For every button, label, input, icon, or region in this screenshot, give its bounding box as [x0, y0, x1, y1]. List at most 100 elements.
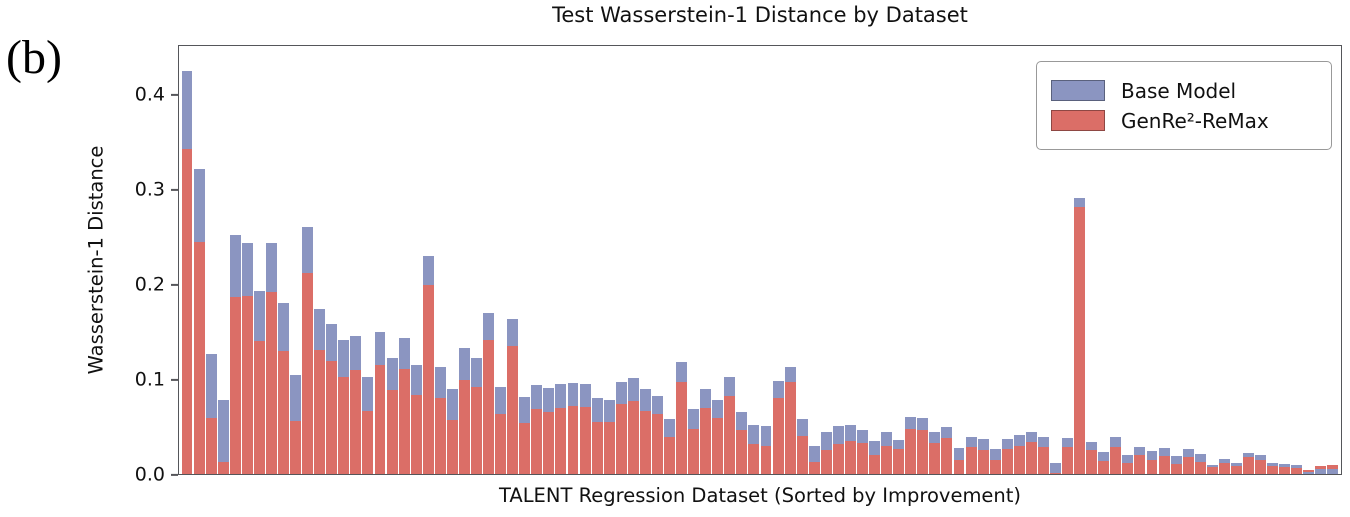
bar-genre-remax	[712, 417, 724, 474]
bar-genre-remax	[567, 405, 579, 474]
legend-label: Base Model	[1121, 78, 1237, 103]
y-tick-label: 0.0	[134, 463, 165, 486]
bar-genre-remax	[603, 421, 615, 474]
y-tick-mark	[171, 379, 178, 381]
legend-item: Base Model	[1051, 80, 1317, 101]
bar-genre-remax	[1074, 207, 1086, 474]
bar-genre-remax	[1001, 449, 1013, 474]
bar-genre-remax	[651, 414, 663, 474]
bar-genre-remax	[1134, 455, 1146, 474]
bar-base-model	[1327, 469, 1339, 474]
bar-genre-remax	[615, 403, 627, 474]
bar-base-model	[1303, 472, 1315, 474]
bar-genre-remax	[917, 430, 929, 474]
bar-genre-remax	[989, 459, 1001, 474]
bar-genre-remax	[977, 450, 989, 474]
bar-genre-remax	[820, 450, 832, 474]
bar-genre-remax	[1158, 455, 1170, 474]
bar-genre-remax	[1267, 466, 1279, 474]
bar-genre-remax	[627, 400, 639, 474]
bar-genre-remax	[881, 445, 893, 474]
bar-genre-remax	[579, 406, 591, 474]
bar-base-model	[205, 354, 217, 474]
bar-genre-remax	[495, 414, 507, 474]
bar-genre-remax	[241, 296, 253, 474]
bar-genre-remax	[410, 395, 422, 474]
legend-item: GenRe²-ReMax	[1051, 110, 1317, 131]
bar-genre-remax	[760, 445, 772, 474]
bar-genre-remax	[507, 345, 519, 474]
bar-genre-remax	[338, 377, 350, 474]
bar-genre-remax	[1206, 467, 1218, 474]
bar-genre-remax	[434, 398, 446, 474]
bar-genre-remax	[1303, 470, 1315, 474]
bar-genre-remax	[519, 422, 531, 474]
bar-genre-remax	[953, 459, 965, 474]
bar-genre-remax	[1037, 447, 1049, 474]
bar-genre-remax	[483, 340, 495, 474]
bar-genre-remax	[1110, 447, 1122, 474]
bar-genre-remax	[458, 379, 470, 474]
bar-genre-remax	[398, 368, 410, 474]
bar-genre-remax	[181, 149, 193, 474]
y-tick-label: 0.1	[134, 368, 165, 391]
bar-genre-remax	[784, 381, 796, 474]
bar-genre-remax	[639, 411, 651, 474]
bar-genre-remax	[1194, 461, 1206, 474]
bar-genre-remax	[591, 421, 603, 474]
bar-base-model	[1050, 462, 1061, 474]
bar-genre-remax	[253, 341, 265, 474]
bar-genre-remax	[531, 409, 543, 474]
bar-genre-remax	[724, 396, 736, 474]
bar-genre-remax	[857, 442, 868, 474]
bar-genre-remax	[1291, 468, 1303, 474]
bar-genre-remax	[808, 461, 820, 474]
bar-genre-remax	[217, 461, 229, 474]
bar-genre-remax	[1062, 447, 1074, 474]
bar-genre-remax	[869, 455, 881, 474]
bar-genre-remax	[929, 442, 941, 474]
bar-genre-remax	[736, 430, 748, 474]
bar-genre-remax	[362, 411, 374, 474]
bar-genre-remax	[1230, 466, 1242, 474]
y-tick-label: 0.2	[134, 273, 165, 296]
bar-genre-remax	[193, 242, 205, 474]
bar-genre-remax	[446, 419, 458, 474]
legend-label: GenRe²-ReMax	[1121, 108, 1269, 133]
bar-genre-remax	[664, 436, 675, 474]
bar-genre-remax	[1122, 462, 1134, 474]
bar-genre-remax	[941, 437, 953, 474]
bar-genre-remax	[893, 449, 905, 474]
bar-genre-remax	[1243, 456, 1254, 474]
legend-swatch-base-model	[1051, 80, 1105, 101]
y-tick-mark	[171, 284, 178, 286]
bar-genre-remax	[422, 284, 434, 474]
chart-title: Test Wasserstein-1 Distance by Dataset	[552, 3, 968, 27]
x-axis-label: TALENT Regression Dataset (Sorted by Imp…	[498, 484, 1022, 507]
bar-genre-remax	[772, 398, 784, 474]
bar-base-model	[808, 445, 820, 474]
bar-genre-remax	[1086, 450, 1098, 474]
bar-genre-remax	[205, 417, 217, 474]
bar-base-model	[1315, 469, 1327, 474]
y-tick-mark	[171, 474, 178, 476]
y-axis: 0.0 0.1 0.2 0.3 0.4	[0, 45, 178, 484]
bar-genre-remax	[844, 440, 856, 474]
bar-genre-remax	[1255, 459, 1267, 474]
bar-genre-remax	[700, 407, 712, 474]
legend-swatch-genre-remax	[1051, 110, 1105, 131]
bar-genre-remax	[302, 272, 314, 474]
bar-genre-remax	[265, 291, 277, 474]
y-tick-label: 0.3	[134, 178, 165, 201]
bar-genre-remax	[278, 350, 289, 474]
bar-genre-remax	[471, 386, 482, 474]
bar-base-model	[217, 399, 229, 474]
bar-genre-remax	[1098, 460, 1110, 474]
bar-genre-remax	[229, 297, 241, 474]
bar-genre-remax	[905, 429, 917, 474]
bar-genre-remax	[1218, 462, 1230, 474]
bar-genre-remax	[1050, 473, 1061, 474]
bar-genre-remax	[374, 364, 386, 474]
bar-genre-remax	[314, 349, 326, 474]
